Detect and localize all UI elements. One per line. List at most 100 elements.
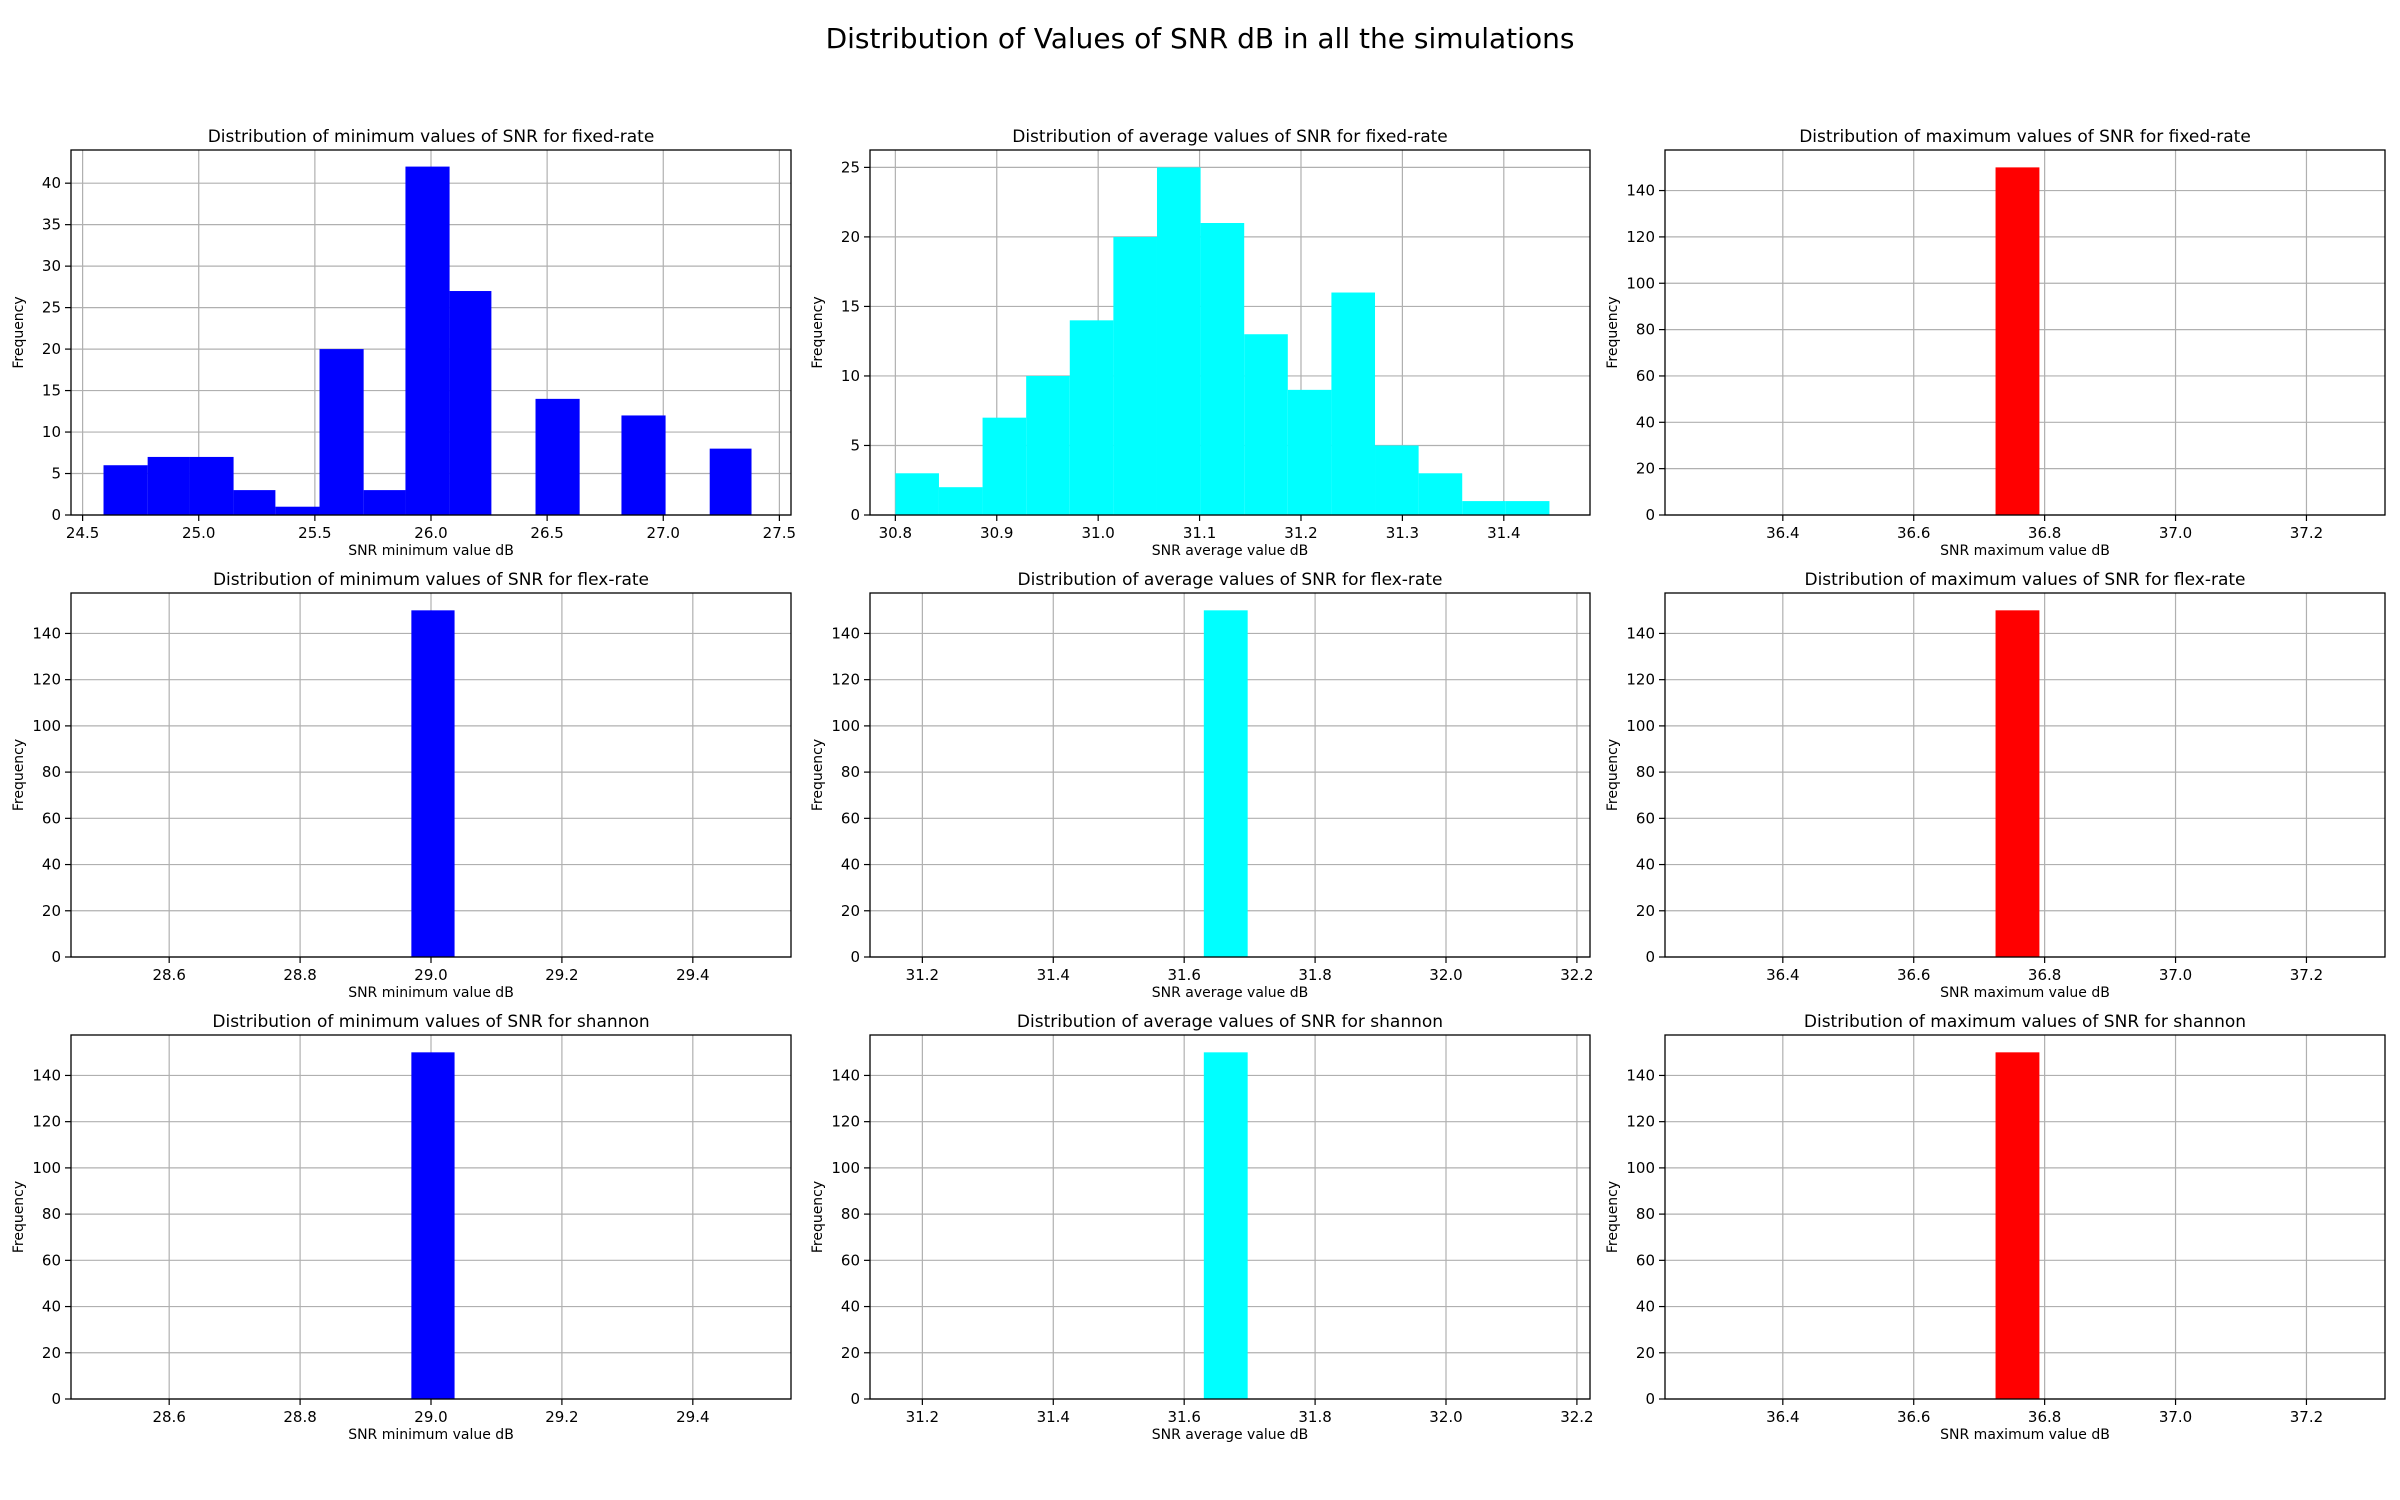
subplot-title: Distribution of average values of SNR fo… <box>1018 570 1443 590</box>
axes-frame <box>869 592 1591 958</box>
y-tick-label: 60 <box>42 1251 61 1269</box>
histogram-bar <box>1995 610 2040 957</box>
x-tick-label: 36.6 <box>1897 966 1930 984</box>
histogram-bar <box>1995 1052 2040 1399</box>
x-tick-label: 26.5 <box>530 524 563 542</box>
x-tick-label: 32.0 <box>1429 1408 1462 1426</box>
y-tick-label: 20 <box>841 228 860 246</box>
y-tick-label: 5 <box>51 465 61 483</box>
subplot-4: 28.6 28.8 29.0 29.2 29.4 0 20 40 60 80 100 120 140 Di… <box>11 570 792 1001</box>
x-tick-label: 29.4 <box>676 966 709 984</box>
y-tick-label: 60 <box>1636 809 1655 827</box>
y-tick-label: 35 <box>42 216 61 234</box>
x-tick-label: 26.0 <box>414 524 447 542</box>
y-tick-label: 20 <box>841 902 860 920</box>
y-axis-label: Frequency <box>810 1181 826 1253</box>
y-tick-label: 40 <box>1636 856 1655 874</box>
x-tick-label: 29.2 <box>545 966 578 984</box>
y-tick-label: 0 <box>850 506 860 524</box>
x-tick-label: 37.2 <box>2290 1408 2323 1426</box>
x-tick-label: 36.8 <box>2028 966 2061 984</box>
subplot-2: 30.8 30.9 31.0 31.1 31.2 31.3 31.4 0 5 10 15 20 25 Di… <box>810 127 1591 559</box>
histogram-bar <box>621 415 666 515</box>
x-tick-label: 29.4 <box>676 1408 709 1426</box>
x-axis-label: SNR maximum value dB <box>1940 543 2110 559</box>
x-tick-label: 31.6 <box>1167 966 1200 984</box>
y-tick-label: 0 <box>51 948 61 966</box>
y-axis-label: Frequency <box>1605 296 1621 368</box>
histogram-bar <box>1113 236 1157 515</box>
y-tick-label: 60 <box>42 809 61 827</box>
y-tick-label: 100 <box>831 1159 860 1177</box>
x-axis-label: SNR minimum value dB <box>348 985 514 1001</box>
y-tick-label: 80 <box>1636 321 1655 339</box>
x-tick-label: 31.4 <box>1037 966 1070 984</box>
y-tick-label: 80 <box>841 1205 860 1223</box>
x-tick-label: 29.0 <box>414 966 447 984</box>
y-tick-label: 100 <box>32 717 61 735</box>
histogram-bar <box>1505 501 1550 515</box>
x-tick-label: 37.0 <box>2159 524 2192 542</box>
y-axis-label: Frequency <box>11 296 27 368</box>
y-tick-label: 80 <box>1636 1205 1655 1223</box>
histogram-bar <box>895 473 939 515</box>
histogram-bar <box>1200 223 1245 515</box>
y-tick-label: 40 <box>1636 1298 1655 1316</box>
y-tick-label: 60 <box>1636 367 1655 385</box>
histogram-bar <box>1069 320 1114 515</box>
x-tick-label: 31.6 <box>1167 1408 1200 1426</box>
x-axis-label: SNR maximum value dB <box>1940 985 2110 1001</box>
y-tick-label: 15 <box>42 382 61 400</box>
y-tick-label: 80 <box>42 1205 61 1223</box>
y-tick-label: 20 <box>1636 460 1655 478</box>
x-tick-label: 28.8 <box>283 1408 316 1426</box>
y-tick-label: 140 <box>1626 182 1655 200</box>
x-tick-label: 29.2 <box>545 1408 578 1426</box>
subplot-title: Distribution of average values of SNR fo… <box>1017 1012 1443 1032</box>
y-axis-label: Frequency <box>11 1181 27 1253</box>
subplot-title: Distribution of maximum values of SNR fo… <box>1804 1012 2246 1032</box>
x-tick-label: 36.6 <box>1897 524 1930 542</box>
y-tick-label: 0 <box>51 1390 61 1408</box>
y-tick-label: 100 <box>1626 717 1655 735</box>
x-tick-label: 31.4 <box>1037 1408 1070 1426</box>
y-tick-label: 20 <box>42 340 61 358</box>
axes-frame <box>869 1034 1591 1400</box>
x-tick-label: 30.9 <box>980 524 1013 542</box>
subplot-8: 31.2 31.4 31.6 31.8 32.0 32.2 0 20 40 60 80 100 120 1… <box>810 1012 1594 1443</box>
y-tick-label: 120 <box>32 1113 61 1131</box>
y-tick-label: 140 <box>32 1066 61 1084</box>
x-axis-label: SNR minimum value dB <box>348 543 514 559</box>
y-axis-label: Frequency <box>810 296 826 368</box>
y-tick-label: 100 <box>831 717 860 735</box>
histogram-bar <box>147 456 190 515</box>
y-tick-label: 140 <box>1626 1066 1655 1084</box>
x-tick-label: 36.6 <box>1897 1408 1930 1426</box>
histogram-bar <box>1418 473 1463 515</box>
histogram-bar <box>1287 389 1332 515</box>
y-tick-label: 0 <box>850 948 860 966</box>
subplot-7: 28.6 28.8 29.0 29.2 29.4 0 20 40 60 80 100 120 140 Di… <box>11 1012 792 1443</box>
x-tick-label: 37.0 <box>2159 1408 2192 1426</box>
x-tick-label: 31.3 <box>1386 524 1419 542</box>
histogram-bar <box>709 448 752 515</box>
subplot-6: 36.4 36.6 36.8 37.0 37.2 0 20 40 60 80 100 120 140 Di… <box>1605 570 2386 1001</box>
histogram-bar <box>411 610 455 957</box>
y-tick-label: 120 <box>831 671 860 689</box>
x-tick-label: 32.0 <box>1429 966 1462 984</box>
subplot-3: 36.4 36.6 36.8 37.0 37.2 0 20 40 60 80 100 120 140 Di… <box>1605 127 2386 559</box>
y-axis-label: Frequency <box>1605 739 1621 811</box>
y-tick-label: 140 <box>32 624 61 642</box>
x-axis-label: SNR average value dB <box>1152 543 1308 559</box>
x-tick-label: 36.8 <box>2028 524 2061 542</box>
x-axis-label: SNR minimum value dB <box>348 1427 514 1443</box>
x-tick-label: 28.6 <box>152 1408 185 1426</box>
y-tick-label: 25 <box>42 299 61 317</box>
histogram-bar <box>411 1052 455 1399</box>
x-tick-label: 31.1 <box>1183 524 1216 542</box>
histogram-bar <box>275 506 320 515</box>
x-tick-label: 25.0 <box>182 524 215 542</box>
x-axis-label: SNR average value dB <box>1152 1427 1308 1443</box>
x-tick-label: 31.2 <box>906 1408 939 1426</box>
